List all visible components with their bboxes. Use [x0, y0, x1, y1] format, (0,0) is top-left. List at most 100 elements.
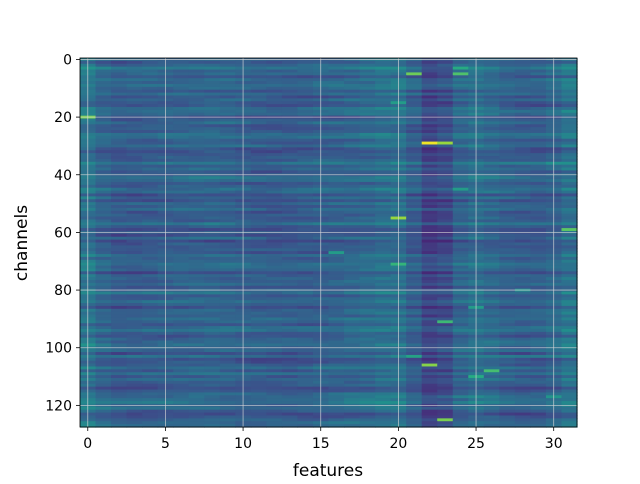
heatmap-cell	[359, 164, 376, 169]
heatmap-cell	[111, 205, 128, 209]
heatmap-cell	[375, 205, 392, 209]
heatmap-cell	[483, 251, 500, 255]
heatmap-cell	[188, 219, 205, 223]
heatmap-cell	[297, 236, 314, 241]
heatmap-cell	[328, 349, 345, 353]
heatmap-cell	[421, 412, 438, 417]
heatmap-cell	[266, 349, 283, 353]
heatmap-cell	[499, 167, 516, 172]
heatmap-cell	[530, 254, 547, 258]
heatmap-cell	[111, 86, 128, 91]
heatmap-cell	[250, 242, 267, 246]
heatmap-cell	[250, 202, 267, 206]
heatmap-cell	[219, 303, 236, 307]
heatmap-cell	[173, 320, 190, 324]
heatmap-cell	[281, 363, 299, 368]
heatmap-cell	[499, 277, 516, 281]
heatmap-cell	[437, 199, 454, 203]
heatmap-cell	[173, 372, 190, 376]
heatmap-cell	[375, 98, 392, 102]
heatmap-cell	[111, 375, 128, 379]
heatmap-cell	[421, 314, 438, 319]
heatmap-cell	[499, 196, 516, 200]
heatmap-cell	[266, 262, 283, 267]
heatmap-cell	[375, 216, 392, 221]
heatmap-cell	[173, 109, 190, 114]
heatmap-cell	[204, 98, 221, 102]
heatmap-cell	[561, 144, 578, 148]
heatmap-cell	[437, 395, 454, 399]
heatmap-cell	[406, 389, 423, 393]
heatmap-cell	[344, 190, 361, 195]
heatmap-cell	[297, 150, 314, 154]
heatmap-cell	[421, 415, 438, 419]
heatmap-cell	[530, 184, 547, 189]
heatmap-cell	[452, 135, 469, 140]
heatmap-cell	[328, 277, 345, 281]
heatmap-cell	[297, 294, 314, 298]
heatmap-cell	[530, 424, 547, 428]
heatmap-cell	[95, 181, 112, 186]
heatmap-cell	[375, 401, 392, 405]
heatmap-cell	[530, 314, 547, 319]
heatmap-cell	[219, 127, 236, 131]
heatmap-cell	[359, 141, 376, 146]
heatmap-cell	[188, 118, 205, 123]
heatmap-cell	[173, 366, 190, 370]
heatmap-cell	[530, 294, 547, 298]
heatmap-cell	[344, 193, 361, 197]
heatmap-cell	[95, 274, 112, 278]
heatmap-cell	[375, 415, 392, 419]
heatmap-cell	[204, 256, 221, 261]
heatmap-cell	[266, 424, 283, 428]
heatmap-cell	[297, 357, 314, 362]
heatmap-cell	[281, 153, 299, 157]
heatmap-cell	[142, 421, 159, 425]
heatmap-cell	[421, 236, 438, 241]
x-tick-label: 10	[234, 436, 252, 452]
heatmap-cell	[204, 375, 221, 379]
heatmap-cell	[483, 63, 500, 68]
heatmap-cell	[375, 138, 392, 143]
heatmap-cell	[219, 337, 236, 342]
heatmap-cell	[173, 101, 190, 105]
heatmap-cell	[406, 150, 423, 154]
heatmap-cell	[421, 121, 438, 125]
heatmap-cell	[437, 112, 454, 117]
heatmap-cell	[126, 334, 143, 339]
heatmap-cell	[406, 92, 423, 97]
heatmap-cell	[95, 352, 112, 356]
heatmap-cell	[406, 239, 423, 244]
heatmap-cell	[95, 107, 112, 111]
heatmap-cell	[173, 305, 190, 310]
heatmap-cell	[281, 69, 299, 74]
heatmap-cell	[483, 363, 500, 368]
heatmap-cell	[250, 205, 267, 209]
heatmap-cell	[421, 334, 438, 339]
heatmap-cell	[359, 75, 376, 79]
heatmap-cell	[344, 262, 361, 267]
heatmap-cell	[219, 352, 236, 356]
heatmap-cell	[561, 176, 578, 180]
heatmap-cell	[437, 245, 454, 249]
heatmap-cell	[281, 274, 299, 278]
heatmap-cell	[359, 222, 376, 226]
heatmap-cell	[452, 199, 469, 203]
heatmap-cell	[452, 363, 469, 368]
heatmap-cell	[173, 308, 190, 313]
heatmap-cell	[344, 392, 361, 396]
heatmap-cell	[204, 207, 221, 212]
heatmap-cell	[344, 323, 361, 327]
heatmap-cell	[483, 328, 500, 333]
heatmap-cell	[328, 75, 345, 79]
heatmap-cell	[297, 196, 314, 200]
heatmap-cell	[344, 222, 361, 226]
heatmap-cell	[499, 158, 516, 163]
heatmap-cell	[111, 398, 128, 402]
heatmap-cell	[126, 72, 143, 76]
heatmap-cell	[359, 354, 376, 359]
heatmap-cell	[219, 271, 236, 275]
heatmap-cell	[111, 363, 128, 368]
